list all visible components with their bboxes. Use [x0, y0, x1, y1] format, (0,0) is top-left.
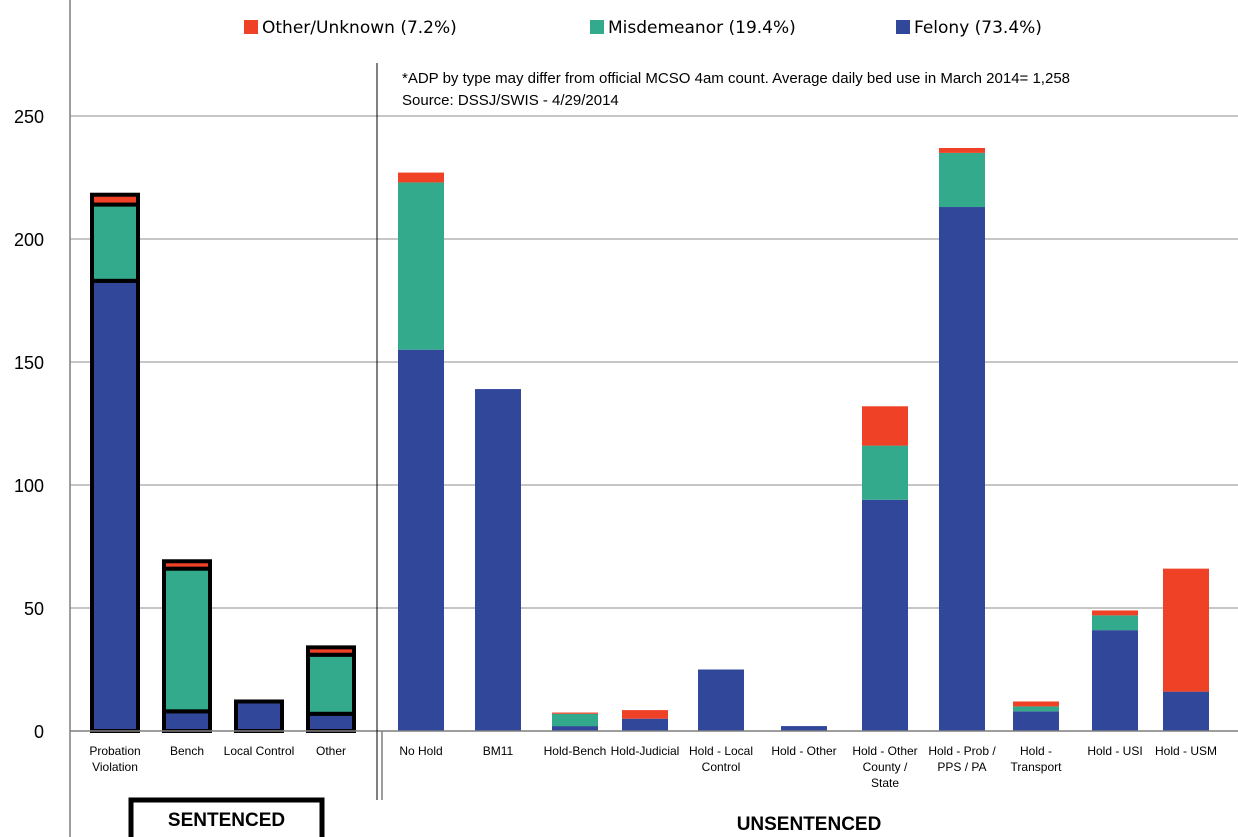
x-tick-label: Violation [92, 760, 138, 774]
y-tick-label: 300 [14, 0, 44, 4]
x-tick-label: Hold - Other [852, 744, 917, 758]
x-tick-label: Hold - Other [771, 744, 836, 758]
sentenced-label-box [128, 797, 325, 837]
bar-segment [1013, 711, 1059, 731]
x-tick-label: PPS / PA [937, 760, 986, 774]
bar-segment [781, 726, 827, 731]
bar-segment [90, 202, 140, 283]
bar-segment [1163, 568, 1209, 692]
x-tick-label: Probation [89, 744, 140, 758]
x-tick-label: No Hold [399, 744, 442, 758]
x-tick-label: Other [316, 744, 346, 758]
bar-segment [475, 389, 521, 731]
bar-segment [862, 406, 908, 446]
bar-segment [552, 713, 598, 727]
y-tick-labels: 0 50 100 150 200 250 300 [14, 0, 44, 742]
bar-segment [939, 207, 985, 731]
bars [90, 147, 1209, 734]
bar-segment [1013, 701, 1059, 707]
y-tick-label: 50 [24, 599, 44, 619]
x-tick-label: BM11 [483, 744, 514, 758]
y-tick-label: 250 [14, 107, 44, 127]
legend-entry: Other/Unknown (7.2%) [262, 18, 457, 38]
bar-segment [1163, 691, 1209, 731]
bar-segment [622, 710, 668, 719]
bar-segment [162, 709, 212, 734]
y-tick-label: 100 [14, 476, 44, 496]
x-tick-label: Hold - Local [689, 744, 753, 758]
sentenced-label: SENTENCED [168, 810, 285, 831]
bar-segment [398, 182, 444, 350]
x-tick-label: County / [863, 760, 908, 774]
x-tick-label: Hold - USM [1155, 744, 1217, 758]
bar-segment [622, 718, 668, 731]
x-tick-label: Local Control [224, 744, 295, 758]
bar-segment [939, 152, 985, 208]
bar-segment [939, 147, 985, 153]
x-tick-label: Hold - USI [1087, 744, 1142, 758]
bar-segment [306, 711, 356, 734]
legend-swatch [896, 20, 910, 34]
legend-swatch [244, 20, 258, 34]
bar-segment [1092, 610, 1138, 616]
y-tick-label: 150 [14, 353, 44, 373]
bar-segment [90, 278, 140, 733]
bar-segment [862, 445, 908, 500]
x-tick-label: State [871, 776, 899, 790]
bar-segment [862, 499, 908, 731]
x-tick-label: Hold - [1020, 744, 1052, 758]
bar-segment [162, 566, 212, 714]
bar-segment [306, 645, 356, 657]
bar-segment [90, 192, 140, 207]
x-tick-label: Hold-Judicial [611, 744, 680, 758]
bar-segment [398, 172, 444, 183]
bar-segment [552, 712, 598, 714]
bar-segment [1092, 615, 1138, 631]
legend: Other/Unknown (7.2%) Misdemeanor (19.4%) F… [244, 18, 1042, 38]
bar-segment [234, 699, 284, 733]
bar-segment [162, 559, 212, 571]
y-tick-label: 0 [34, 722, 44, 742]
legend-entry: Misdemeanor (19.4%) [608, 18, 796, 38]
axes [69, 0, 1238, 837]
bar-segment [398, 349, 444, 731]
note-line-2: Source: DSSJ/SWIS - 4/29/2014 [402, 92, 619, 109]
x-tick-label: Control [702, 760, 741, 774]
x-tick-label: Bench [170, 744, 204, 758]
legend-swatch [590, 20, 604, 34]
bar-segment [1013, 706, 1059, 712]
legend-entry: Felony (73.4%) [914, 18, 1042, 38]
note-line-1: *ADP by type may differ from official MC… [402, 70, 1070, 87]
bar-segment [552, 726, 598, 731]
y-tick-label: 200 [14, 230, 44, 250]
bar-segment [698, 669, 744, 731]
x-tick-label: Hold-Bench [544, 744, 607, 758]
x-tick-labels: Probation Violation Bench Local Control Othe… [89, 744, 1217, 790]
x-tick-label: Hold - Prob / [928, 744, 996, 758]
x-tick-label: Transport [1011, 760, 1063, 774]
gridlines [70, 115, 1238, 609]
bar-segment [306, 652, 356, 716]
bar-segment [1092, 630, 1138, 731]
unsentenced-label: UNSENTENCED [737, 814, 882, 835]
